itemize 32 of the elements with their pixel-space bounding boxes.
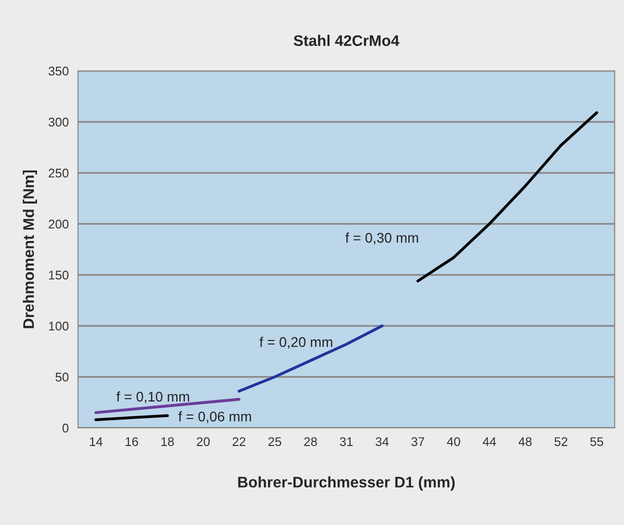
x-tick-label: 40 [446,437,460,446]
y-tick-label: 200 [48,220,68,229]
y-tick-label: 150 [49,270,68,280]
y-tick-label: 0 [62,424,68,433]
text: f = 0,30 mm [345,232,418,244]
x-tick-label: 31 [340,437,353,446]
y-tick-label: 50 [56,372,68,382]
x-tick-label: 48 [518,437,532,446]
y-axis-title: Drehmoment Md [Nm] [22,170,38,328]
line-series [416,111,598,282]
x-tick-label: 52 [554,437,568,446]
x-tick-label: 44 [482,437,496,446]
line-series [238,324,384,393]
chart-title: Stahl 42CrMo4 [294,34,400,46]
x-tick-label: 28 [304,437,317,446]
series-label: f = 0,10 mm [116,391,190,404]
x-tick-label: 37 [411,437,424,446]
y-tick-label: 350 [48,66,68,76]
x-tick-label: 20 [196,437,210,446]
x-tick-label: 14 [90,437,102,446]
x-tick-label: 34 [376,437,389,446]
x-tick-label: 16 [126,437,138,446]
x-tick-label: 22 [232,437,246,446]
y-tick-label: 100 [49,322,68,331]
series-label: f = 0,06 mm [178,411,251,424]
x-tick-label: 55 [590,437,604,446]
x-tick-label: 25 [268,437,282,446]
y-tick-label: 250 [48,168,68,178]
y-tick-label: 300 [48,118,68,127]
x-axis-title: Bohrer-Durchmesser D1 (mm) [238,476,455,491]
x-tick-label: 18 [161,437,174,446]
series-label: f = 0,20 mm [260,336,332,349]
